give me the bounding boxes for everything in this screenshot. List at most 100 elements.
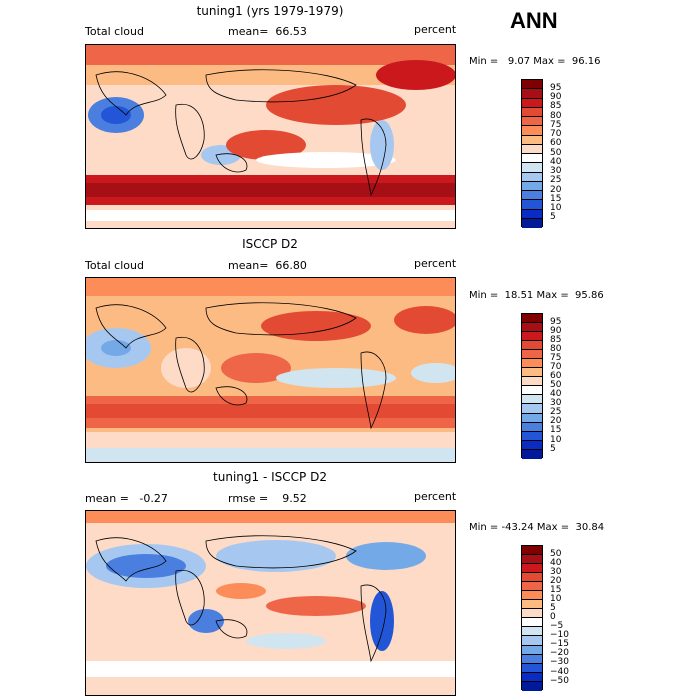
panel-1-colorbar-swatch <box>522 191 542 201</box>
panel-3-colorbar-tick: 10 <box>550 594 562 604</box>
panel-3-colorbar-swatch <box>522 645 542 655</box>
panel-3-colorbar-swatch <box>522 636 542 646</box>
panel-3-colorbar-tick: 5 <box>550 603 556 613</box>
panel-3-colorbar-swatch <box>522 546 542 556</box>
panel-2-colorbar-swatch <box>522 332 542 342</box>
panel-2-colorbar-swatch <box>522 368 542 378</box>
panel-3-colorbar-swatch <box>522 591 542 601</box>
panel-2-colorbar-tick: 95 <box>550 317 562 327</box>
panel-2-field-label: Total cloud <box>85 259 144 272</box>
panel-2-colorbar-swatch <box>522 440 542 450</box>
panel-2-colorbar-tick: 25 <box>550 407 562 417</box>
panel-1-colorbar <box>521 79 543 228</box>
panel-1-colorbar-swatch <box>522 98 542 108</box>
panel-2-map <box>85 277 456 463</box>
panel-3-map <box>85 510 456 696</box>
panel-2-colorbar-tick: 80 <box>550 344 562 354</box>
panel-2-colorbar-tick: 30 <box>550 398 562 408</box>
panel-3-colorbar-swatch <box>522 609 542 619</box>
panel-3-colorbar-tick: −5 <box>550 621 564 631</box>
panel-3-title: tuning1 - ISCCP D2 <box>213 470 327 484</box>
panel-2-minmax: Min = 18.51 Max = 95.86 <box>469 290 604 301</box>
panel-1-mean-label: mean= 66.53 <box>228 25 307 38</box>
panel-3-colorbar-tick: −50 <box>550 676 569 686</box>
panel-2-colorbar-swatch <box>522 449 542 459</box>
panel-3-colorbar-tick: 15 <box>550 585 562 595</box>
panel-1-map-field <box>86 45 455 228</box>
panel-1-colorbar-swatch <box>522 181 542 191</box>
panel-3-colorbar-tick: 40 <box>550 558 562 568</box>
panel-2-colorbar-swatch <box>522 386 542 396</box>
panel-1-colorbar-tick: 70 <box>550 129 562 139</box>
panel-3-colorbar-swatch <box>522 663 542 673</box>
panel-2-colorbar-swatch <box>522 350 542 360</box>
panel-3-colorbar-swatch <box>522 582 542 592</box>
panel-1-colorbar-swatch <box>522 126 542 136</box>
panel-3-colorbar-tick: 0 <box>550 612 556 622</box>
panel-1-colorbar-swatch <box>522 117 542 127</box>
panel-2-mean-label: mean= 66.80 <box>228 259 307 272</box>
panel-1-units: percent <box>414 23 457 36</box>
panel-3-colorbar-swatch <box>522 654 542 664</box>
panel-3-colorbar-swatch <box>522 600 542 610</box>
panel-3-colorbar-swatch <box>522 681 542 691</box>
panel-2-colorbar-swatch <box>522 314 542 324</box>
panel-2-colorbar-swatch <box>522 422 542 432</box>
panel-1-colorbar-tick: 30 <box>550 166 562 176</box>
panel-1-colorbar-tick: 75 <box>550 120 562 130</box>
panel-3-colorbar-swatch <box>522 555 542 565</box>
panel-3-colorbar-tick: 30 <box>550 567 562 577</box>
panel-3-map-field <box>86 511 455 695</box>
panel-3-colorbar-tick: −20 <box>550 648 569 658</box>
panel-2-colorbar-tick: 85 <box>550 335 562 345</box>
panel-1-colorbar-tick: 25 <box>550 175 562 185</box>
panel-2-map-field <box>86 278 455 462</box>
panel-2-colorbar-swatch <box>522 323 542 333</box>
panel-1-colorbar-tick: 95 <box>550 83 562 93</box>
panel-1-colorbar-tick: 5 <box>550 212 556 222</box>
panel-2-colorbar <box>521 313 543 459</box>
panel-3-units: percent <box>414 490 457 503</box>
panel-3-colorbar-swatch <box>522 573 542 583</box>
panel-1-colorbar-tick: 40 <box>550 157 562 167</box>
panel-3-colorbar-tick: 50 <box>550 549 562 559</box>
panel-1-minmax: Min = 9.07 Max = 96.16 <box>469 56 601 67</box>
panel-3-colorbar-swatch <box>522 618 542 628</box>
panel-2-colorbar-tick: 40 <box>550 389 562 399</box>
panel-3-minmax: Min = -43.24 Max = 30.84 <box>469 522 605 533</box>
panel-2-units: percent <box>414 257 457 270</box>
panel-3-colorbar-tick: 20 <box>550 576 562 586</box>
panel-2-colorbar-swatch <box>522 359 542 369</box>
panel-2-colorbar-tick: 20 <box>550 416 562 426</box>
panel-1-colorbar-tick: 90 <box>550 92 562 102</box>
panel-2-colorbar-swatch <box>522 431 542 441</box>
panel-2-colorbar-tick: 50 <box>550 380 562 390</box>
panel-3-colorbar-tick: −10 <box>550 630 569 640</box>
panel-3-colorbar <box>521 545 543 691</box>
panel-2-colorbar-tick: 60 <box>550 371 562 381</box>
panel-3-colorbar-tick: −15 <box>550 639 569 649</box>
panel-2-colorbar-swatch <box>522 413 542 423</box>
panel-2-colorbar-tick: 90 <box>550 326 562 336</box>
panel-1-title: tuning1 (yrs 1979-1979) <box>196 4 344 18</box>
panel-1-colorbar-tick: 85 <box>550 101 562 111</box>
panel-3-colorbar-swatch <box>522 672 542 682</box>
panel-1-colorbar-swatch <box>522 107 542 117</box>
panel-1-colorbar-swatch <box>522 172 542 182</box>
panel-1-colorbar-tick: 80 <box>550 111 562 121</box>
panel-1-colorbar-swatch <box>522 80 542 90</box>
panel-3-colorbar-swatch <box>522 564 542 574</box>
panel-2-colorbar-swatch <box>522 395 542 405</box>
panel-3-mean-label: mean = -0.27 <box>85 492 168 505</box>
panel-2-colorbar-tick: 10 <box>550 435 562 445</box>
panel-1-colorbar-tick: 50 <box>550 148 562 158</box>
panel-3-colorbar-tick: −30 <box>550 657 569 667</box>
panel-1-colorbar-swatch <box>522 218 542 228</box>
panel-1-map <box>85 44 456 229</box>
panel-3-rmse-label: rmse = 9.52 <box>228 492 307 505</box>
panel-3-colorbar-tick: −40 <box>550 667 569 677</box>
panel-1-colorbar-swatch <box>522 144 542 154</box>
panel-2-colorbar-swatch <box>522 404 542 414</box>
panel-2-colorbar-swatch <box>522 341 542 351</box>
panel-1-field-label: Total cloud <box>85 25 144 38</box>
